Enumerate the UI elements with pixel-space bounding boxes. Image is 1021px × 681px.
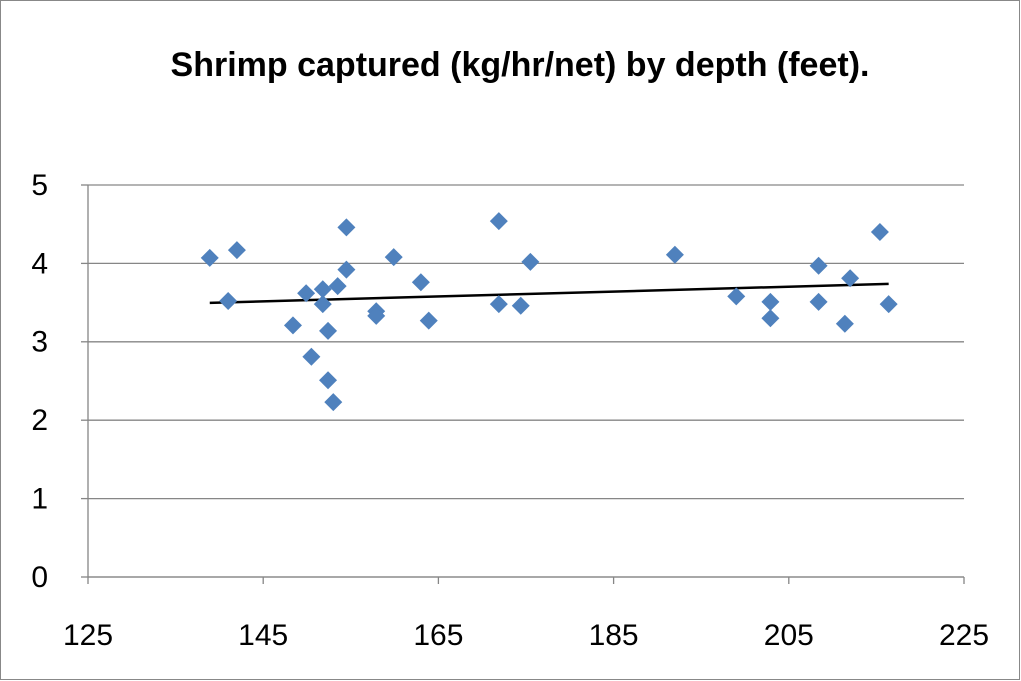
point: [227, 241, 246, 260]
y-tick-label: 5: [31, 169, 48, 202]
x-tick-label: 145: [238, 619, 288, 652]
point: [313, 280, 332, 299]
point: [283, 316, 302, 335]
point: [219, 292, 238, 311]
point: [324, 393, 343, 412]
point: [367, 306, 386, 325]
x-tick-label: 125: [63, 619, 113, 652]
point: [384, 248, 403, 267]
point: [489, 212, 508, 231]
point: [313, 295, 332, 314]
chart-title: Shrimp captured (kg/hr/net) by depth (fe…: [170, 46, 870, 84]
y-tick-label: 3: [31, 326, 48, 359]
y-tick-label: 1: [31, 483, 48, 516]
point: [761, 309, 780, 328]
point: [727, 287, 746, 306]
point: [835, 314, 854, 333]
x-tick-label: 185: [589, 619, 639, 652]
point: [200, 248, 219, 267]
point: [879, 295, 898, 314]
x-tick-label: 205: [764, 619, 814, 652]
point: [665, 245, 684, 264]
point: [337, 218, 356, 237]
y-tick-label: 2: [31, 404, 48, 437]
point: [419, 311, 438, 330]
point: [511, 296, 530, 315]
y-tick-label: 0: [31, 561, 48, 594]
point: [297, 284, 316, 303]
point: [809, 292, 828, 311]
y-tick-label: 4: [31, 247, 48, 280]
point: [489, 295, 508, 314]
x-tick-label: 165: [413, 619, 463, 652]
point: [841, 269, 860, 288]
point: [328, 277, 347, 296]
point: [870, 223, 889, 242]
point: [302, 347, 321, 366]
point: [411, 273, 430, 292]
point: [761, 292, 780, 311]
x-tick-label: 225: [939, 619, 989, 652]
point: [337, 260, 356, 279]
point: [319, 321, 338, 340]
point: [521, 252, 540, 271]
point: [319, 371, 338, 390]
point: [809, 256, 828, 275]
